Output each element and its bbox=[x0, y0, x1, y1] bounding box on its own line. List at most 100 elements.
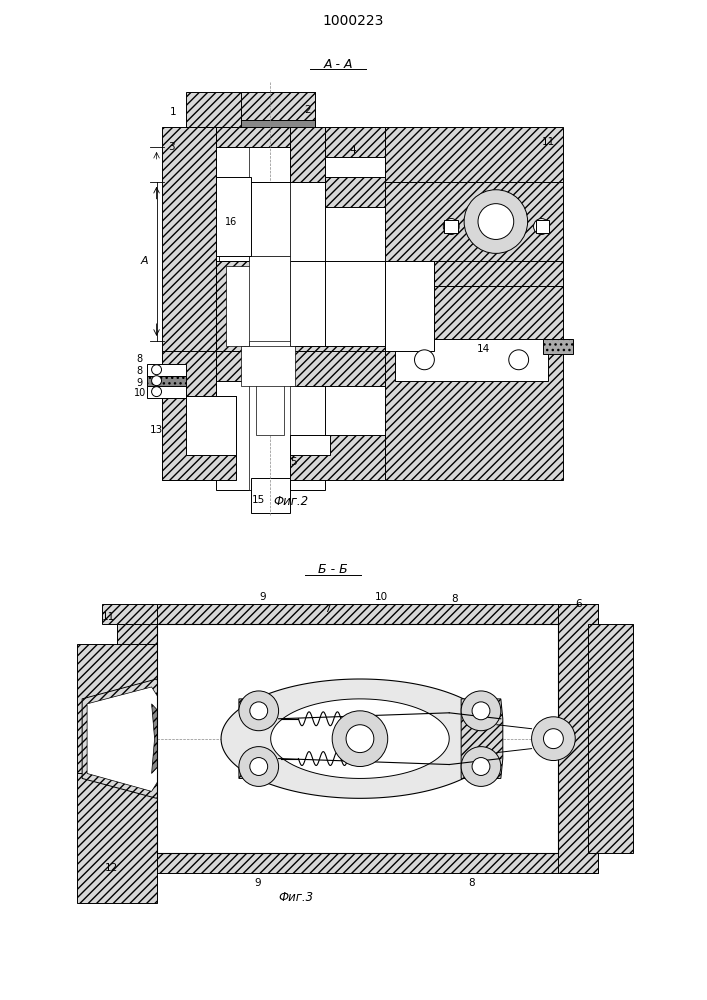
Bar bbox=[216, 147, 325, 490]
Bar bbox=[291, 435, 330, 455]
Text: А: А bbox=[141, 256, 148, 266]
Bar bbox=[395, 339, 549, 381]
Circle shape bbox=[534, 219, 549, 234]
Text: 1: 1 bbox=[170, 107, 177, 117]
Bar bbox=[444, 220, 458, 233]
Bar bbox=[291, 127, 325, 182]
Bar bbox=[325, 127, 385, 207]
Text: 13: 13 bbox=[150, 425, 163, 435]
Bar bbox=[385, 182, 563, 261]
Circle shape bbox=[472, 758, 490, 775]
Bar bbox=[434, 261, 563, 286]
Text: 8: 8 bbox=[136, 354, 143, 364]
Text: 11: 11 bbox=[103, 612, 115, 622]
Text: 11: 11 bbox=[542, 137, 555, 147]
Bar bbox=[216, 351, 291, 381]
Bar bbox=[249, 256, 291, 351]
Bar bbox=[385, 261, 563, 321]
Bar bbox=[117, 664, 156, 813]
Text: 6: 6 bbox=[575, 599, 582, 609]
Bar bbox=[77, 773, 156, 903]
Circle shape bbox=[544, 729, 563, 749]
Bar bbox=[385, 127, 563, 182]
Text: Б - Б: Б - Б bbox=[318, 563, 348, 576]
Circle shape bbox=[532, 717, 575, 761]
Bar bbox=[161, 396, 236, 480]
Circle shape bbox=[151, 365, 161, 375]
Bar bbox=[385, 261, 434, 351]
Polygon shape bbox=[461, 699, 503, 778]
Bar bbox=[385, 351, 563, 480]
Bar bbox=[325, 157, 385, 177]
Bar bbox=[187, 396, 236, 455]
Circle shape bbox=[464, 190, 527, 253]
Bar bbox=[117, 624, 156, 664]
Bar bbox=[156, 624, 559, 853]
Text: 4: 4 bbox=[350, 145, 356, 155]
Text: 1000223: 1000223 bbox=[322, 14, 384, 28]
Bar bbox=[161, 351, 216, 480]
Bar bbox=[216, 261, 291, 351]
Text: Фиг.3: Фиг.3 bbox=[278, 891, 313, 904]
Circle shape bbox=[239, 691, 279, 731]
Bar bbox=[241, 346, 296, 386]
Circle shape bbox=[151, 387, 161, 397]
Circle shape bbox=[239, 747, 279, 786]
Bar bbox=[226, 266, 291, 346]
Bar bbox=[146, 386, 187, 398]
Bar bbox=[156, 853, 598, 873]
Circle shape bbox=[346, 725, 374, 753]
Bar bbox=[77, 644, 156, 773]
Text: 16: 16 bbox=[225, 217, 237, 227]
Bar bbox=[146, 364, 187, 376]
Circle shape bbox=[472, 702, 490, 720]
Polygon shape bbox=[239, 699, 281, 778]
Bar bbox=[187, 92, 315, 127]
Text: 8: 8 bbox=[468, 878, 474, 888]
Bar bbox=[216, 127, 246, 182]
Text: 9: 9 bbox=[259, 592, 266, 602]
Circle shape bbox=[414, 350, 434, 370]
Text: 7: 7 bbox=[324, 604, 330, 614]
Bar bbox=[291, 435, 385, 480]
Text: 5: 5 bbox=[290, 457, 297, 467]
Circle shape bbox=[151, 376, 161, 386]
Bar bbox=[241, 92, 315, 127]
Polygon shape bbox=[87, 687, 185, 791]
Circle shape bbox=[461, 747, 501, 786]
Text: 9: 9 bbox=[136, 378, 143, 388]
Text: 8: 8 bbox=[136, 366, 143, 376]
Bar bbox=[117, 813, 156, 853]
Circle shape bbox=[478, 204, 514, 239]
Circle shape bbox=[250, 758, 268, 775]
Bar bbox=[559, 604, 598, 873]
Bar bbox=[249, 182, 291, 256]
Bar bbox=[146, 376, 187, 386]
Polygon shape bbox=[151, 704, 185, 773]
Bar bbox=[249, 341, 291, 356]
Circle shape bbox=[250, 702, 268, 720]
Circle shape bbox=[332, 711, 387, 767]
Bar bbox=[256, 351, 284, 435]
Bar bbox=[434, 286, 563, 351]
Circle shape bbox=[461, 691, 501, 731]
Text: 15: 15 bbox=[252, 495, 265, 505]
Text: 8: 8 bbox=[451, 594, 457, 604]
Bar bbox=[216, 177, 251, 256]
Text: Фиг.2: Фиг.2 bbox=[273, 495, 308, 508]
Circle shape bbox=[443, 219, 459, 234]
Text: 10: 10 bbox=[134, 388, 146, 398]
Text: 12: 12 bbox=[105, 863, 119, 873]
Bar bbox=[161, 127, 216, 430]
Polygon shape bbox=[82, 679, 192, 798]
Bar bbox=[249, 147, 291, 490]
Text: 14: 14 bbox=[477, 344, 490, 354]
Text: 3: 3 bbox=[168, 142, 175, 152]
Text: А - А: А - А bbox=[323, 58, 353, 71]
Text: 2: 2 bbox=[304, 105, 310, 115]
Bar bbox=[241, 120, 315, 132]
Bar bbox=[187, 127, 241, 147]
Bar bbox=[291, 346, 385, 386]
Bar bbox=[251, 478, 291, 513]
Text: 10: 10 bbox=[375, 592, 388, 602]
